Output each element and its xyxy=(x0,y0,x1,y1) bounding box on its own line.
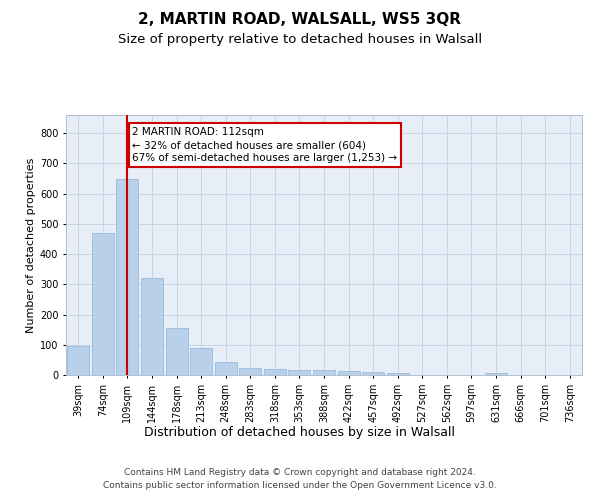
Text: Contains public sector information licensed under the Open Government Licence v3: Contains public sector information licen… xyxy=(103,482,497,490)
Text: Contains HM Land Registry data © Crown copyright and database right 2024.: Contains HM Land Registry data © Crown c… xyxy=(124,468,476,477)
Bar xyxy=(166,328,188,375)
Bar xyxy=(190,348,212,375)
Bar xyxy=(116,179,139,375)
Y-axis label: Number of detached properties: Number of detached properties xyxy=(26,158,35,332)
Bar xyxy=(338,372,359,375)
Text: Distribution of detached houses by size in Walsall: Distribution of detached houses by size … xyxy=(145,426,455,439)
Bar xyxy=(92,233,114,375)
Bar xyxy=(67,346,89,375)
Bar xyxy=(264,369,286,375)
Text: Size of property relative to detached houses in Walsall: Size of property relative to detached ho… xyxy=(118,32,482,46)
Bar xyxy=(239,368,262,375)
Bar xyxy=(386,374,409,375)
Text: 2, MARTIN ROAD, WALSALL, WS5 3QR: 2, MARTIN ROAD, WALSALL, WS5 3QR xyxy=(139,12,461,28)
Bar xyxy=(141,278,163,375)
Bar xyxy=(485,372,507,375)
Bar xyxy=(215,362,237,375)
Bar xyxy=(313,370,335,375)
Text: 2 MARTIN ROAD: 112sqm
← 32% of detached houses are smaller (604)
67% of semi-det: 2 MARTIN ROAD: 112sqm ← 32% of detached … xyxy=(133,127,397,164)
Bar xyxy=(362,372,384,375)
Bar xyxy=(289,370,310,375)
